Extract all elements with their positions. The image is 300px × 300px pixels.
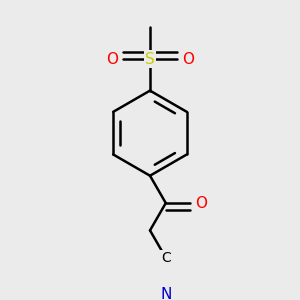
Text: O: O — [182, 52, 194, 67]
Text: N: N — [160, 287, 172, 300]
Text: S: S — [145, 52, 155, 67]
Text: O: O — [106, 52, 118, 67]
Text: O: O — [195, 196, 207, 211]
Text: C: C — [161, 251, 171, 265]
